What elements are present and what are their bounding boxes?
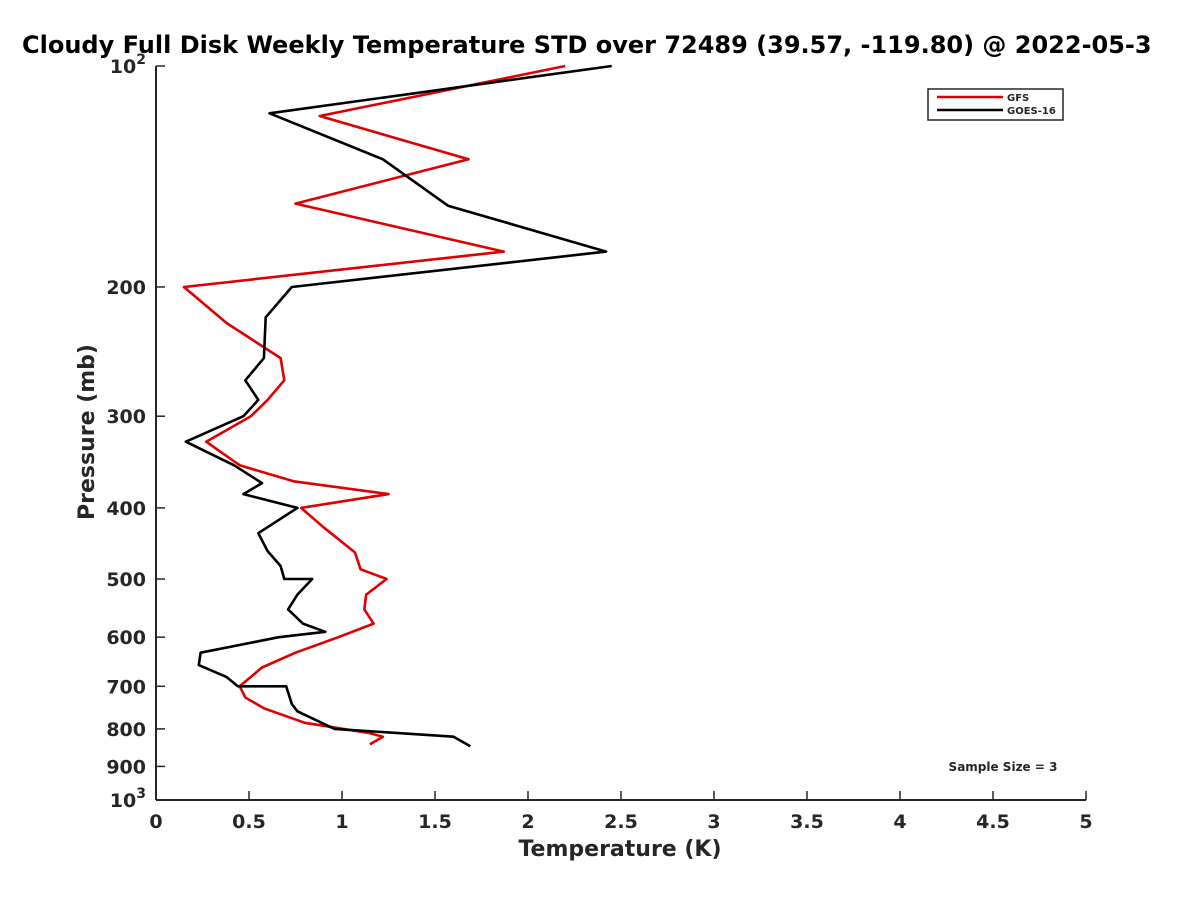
y-axis-label: Pressure (mb) — [75, 344, 100, 520]
y-tick-label: 500 — [106, 569, 146, 591]
y-tick-label: 700 — [106, 676, 146, 698]
x-axis-ticks: 0 0.5 1 1.5 2 2.5 3 3.5 4 4.5 5 — [149, 791, 1093, 833]
y-tick-label: 300 — [106, 406, 146, 428]
x-tick-label: 4.5 — [976, 811, 1010, 833]
y-tick-label: 900 — [106, 756, 146, 778]
plot-axes — [155, 66, 1086, 801]
series-line-gfs — [182, 64, 566, 746]
x-tick-label: 2 — [521, 811, 534, 833]
series-layer — [182, 64, 612, 748]
x-tick-label: 0.5 — [232, 811, 266, 833]
sample-size-annotation: Sample Size = 3 — [949, 760, 1058, 774]
legend-label-gfs: GFS — [1007, 93, 1029, 104]
y-tick-label: 103 — [110, 786, 146, 812]
y-tick-label: 800 — [106, 719, 146, 741]
y-tick-label: 200 — [106, 277, 146, 299]
y-tick-label: 102 — [110, 52, 146, 78]
x-tick-label: 3 — [707, 811, 720, 833]
legend-label-goes-16: GOES-16 — [1007, 106, 1056, 117]
legend: GFS GOES-16 — [927, 88, 1064, 121]
x-tick-label: 0 — [149, 811, 162, 833]
x-tick-label: 1 — [335, 811, 348, 833]
x-tick-label: 3.5 — [790, 811, 824, 833]
series-line-goes-16 — [184, 64, 612, 748]
y-axis-ticks: 102 200 300 400 500 600 700 800 900 103 — [106, 52, 165, 812]
x-tick-label: 4 — [893, 811, 906, 833]
chart-title: Cloudy Full Disk Weekly Temperature STD … — [22, 31, 1152, 59]
y-tick-label: 600 — [106, 627, 146, 649]
x-tick-label: 1.5 — [418, 811, 452, 833]
legend-box — [927, 88, 1064, 121]
x-tick-label: 2.5 — [604, 811, 638, 833]
x-tick-label: 5 — [1079, 811, 1092, 833]
y-tick-label: 400 — [106, 498, 146, 520]
x-axis-label: Temperature (K) — [518, 837, 721, 862]
